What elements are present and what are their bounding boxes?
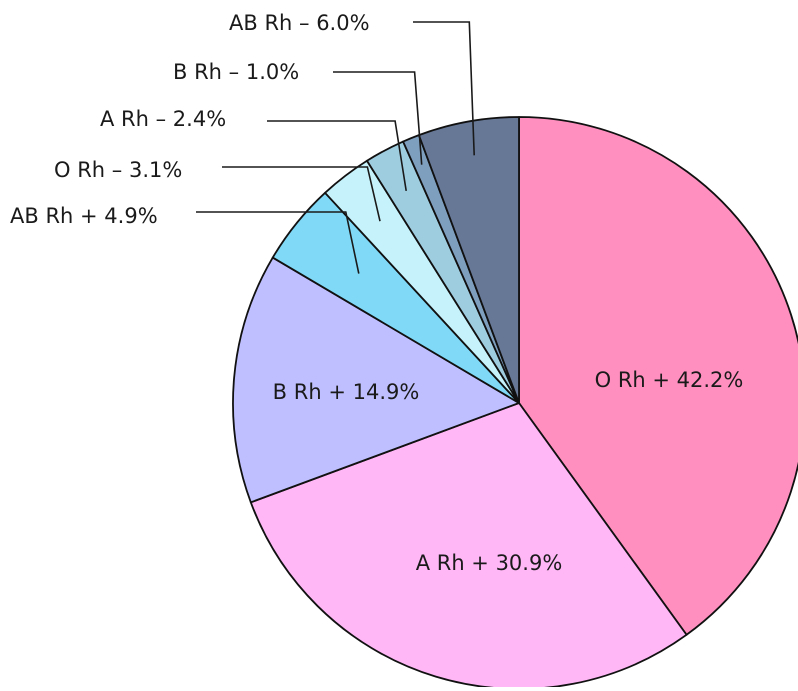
pie-labels: O Rh + 42.2% A Rh + 30.9% B Rh + 14.9% AB R… bbox=[10, 11, 743, 575]
leader-ab-rh bbox=[196, 211, 360, 274]
pie-leader-lines bbox=[196, 21, 475, 274]
leader-a-rh bbox=[267, 120, 407, 192]
leader-o-rh bbox=[222, 166, 381, 222]
label-o-rh: O Rh + 42.2% bbox=[595, 368, 744, 392]
slice-b-rh bbox=[232, 256, 520, 504]
label-ab-rh: AB Rh – 6.0% bbox=[229, 11, 370, 35]
label-b-rh: B Rh + 14.9% bbox=[273, 380, 420, 404]
label-o-rh: O Rh – 3.1% bbox=[54, 158, 182, 182]
label-a-rh: A Rh – 2.4% bbox=[100, 107, 226, 131]
pie-slices bbox=[232, 116, 798, 690]
label-b-rh: B Rh – 1.0% bbox=[173, 60, 299, 84]
leader-ab-rh bbox=[413, 21, 475, 156]
label-a-rh: A Rh + 30.9% bbox=[416, 551, 563, 575]
leader-b-rh bbox=[333, 71, 423, 165]
slice-a-rh bbox=[249, 402, 688, 690]
label-ab-rh: AB Rh + 4.9% bbox=[10, 204, 158, 228]
slice-o-rh bbox=[518, 116, 798, 636]
